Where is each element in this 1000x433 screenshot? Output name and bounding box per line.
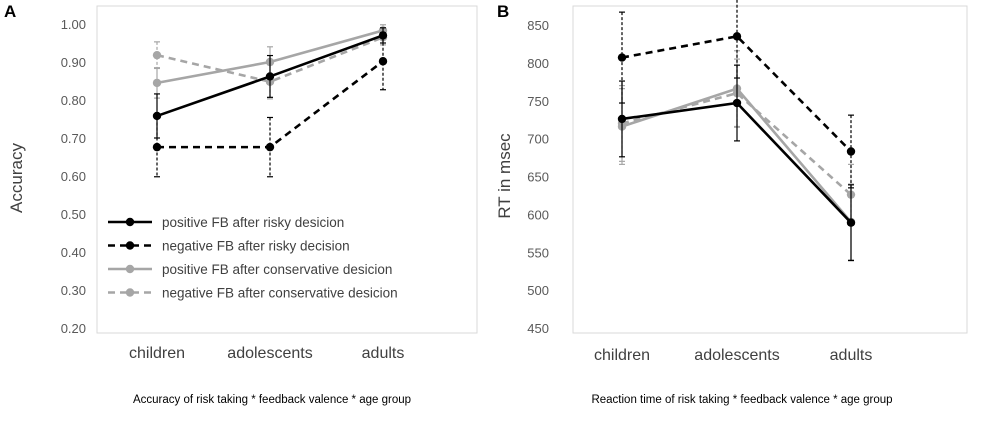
panel-b-series-2 xyxy=(617,0,856,189)
series-line xyxy=(156,36,384,84)
panel-a-x-category-label: adolescents xyxy=(227,345,312,362)
panel-b-y-tick: 500 xyxy=(527,283,549,298)
panel-b-y-axis-label: RT in msec xyxy=(495,133,514,219)
legend-entry-label: positive FB after conservative desicion xyxy=(162,262,392,277)
panel-a-y-tick: 0.60 xyxy=(61,169,86,184)
panel-a-caption: Accuracy of risk taking * feedback valen… xyxy=(133,394,411,406)
panel-a-series-1 xyxy=(152,27,388,139)
panel-b-letter: B xyxy=(497,2,509,21)
legend-swatch-marker xyxy=(125,288,135,297)
panel-a-legend: positive FB after risky desicion negative… xyxy=(108,215,398,301)
data-point xyxy=(846,218,856,227)
data-point xyxy=(617,53,627,62)
legend-entry-label: negative FB after risky decision xyxy=(162,239,350,254)
legend-swatch-marker xyxy=(125,241,135,250)
legend-swatch-marker xyxy=(125,217,135,227)
panel-b-series-1 xyxy=(617,64,856,262)
panel-b-y-tick: 450 xyxy=(527,321,549,336)
data-point xyxy=(617,114,627,124)
panel-a-x-category-label: children xyxy=(129,345,185,362)
data-point xyxy=(265,72,275,81)
panel-b-y-tick: 600 xyxy=(527,207,549,222)
panel-a-y-tick: 1.00 xyxy=(61,17,86,32)
panel-a-frame xyxy=(96,5,478,334)
series-line xyxy=(621,34,852,153)
data-point xyxy=(846,147,856,156)
panel-b-reaction-time-chart: B RT in msec Reaction time of risk takin… xyxy=(495,0,968,406)
panel-a-series-2 xyxy=(152,32,388,178)
legend-swatch-marker xyxy=(125,264,135,274)
panel-b-y-tick: 800 xyxy=(527,56,549,71)
panel-a-accuracy-chart: A Accuracy Accuracy of risk taking * fee… xyxy=(4,2,478,406)
data-point xyxy=(265,142,275,152)
panel-a-letter: A xyxy=(4,2,16,21)
legend-entry-label: negative FB after conservative desicion xyxy=(162,286,398,301)
panel-b-caption: Reaction time of risk taking * feedback … xyxy=(591,394,892,406)
panel-b-y-tick: 650 xyxy=(527,170,549,185)
panel-b-y-tick: 750 xyxy=(527,94,549,109)
panel-a-y-tick: 0.20 xyxy=(61,321,86,336)
data-point xyxy=(152,50,162,60)
legend-entry-label: positive FB after risky desicion xyxy=(162,215,344,230)
panel-b-y-tick: 850 xyxy=(527,18,549,33)
panel-a-y-tick: 0.90 xyxy=(61,55,86,70)
data-point xyxy=(732,98,742,108)
panel-a-x-category-label: adults xyxy=(362,345,405,362)
panel-b-x-category-label: adults xyxy=(830,347,873,364)
panel-a-y-tick: 0.40 xyxy=(61,245,86,260)
panel-a-y-axis-label: Accuracy xyxy=(7,143,26,213)
panel-b-y-tick: 550 xyxy=(527,245,549,260)
panel-b-frame xyxy=(572,5,968,334)
panel-a-y-tick: 0.30 xyxy=(61,283,86,298)
data-point xyxy=(152,78,162,88)
data-point xyxy=(152,142,162,152)
panel-a-y-tick: 0.80 xyxy=(61,93,86,108)
panel-b-x-category-label: adolescents xyxy=(694,347,779,364)
data-point xyxy=(378,57,388,66)
panel-b-x-category-label: children xyxy=(594,347,650,364)
panel-a-y-tick: 0.70 xyxy=(61,131,86,146)
panel-a-y-tick: 0.50 xyxy=(61,207,86,222)
panel-b-y-tick: 700 xyxy=(527,132,549,147)
data-point xyxy=(732,32,742,41)
